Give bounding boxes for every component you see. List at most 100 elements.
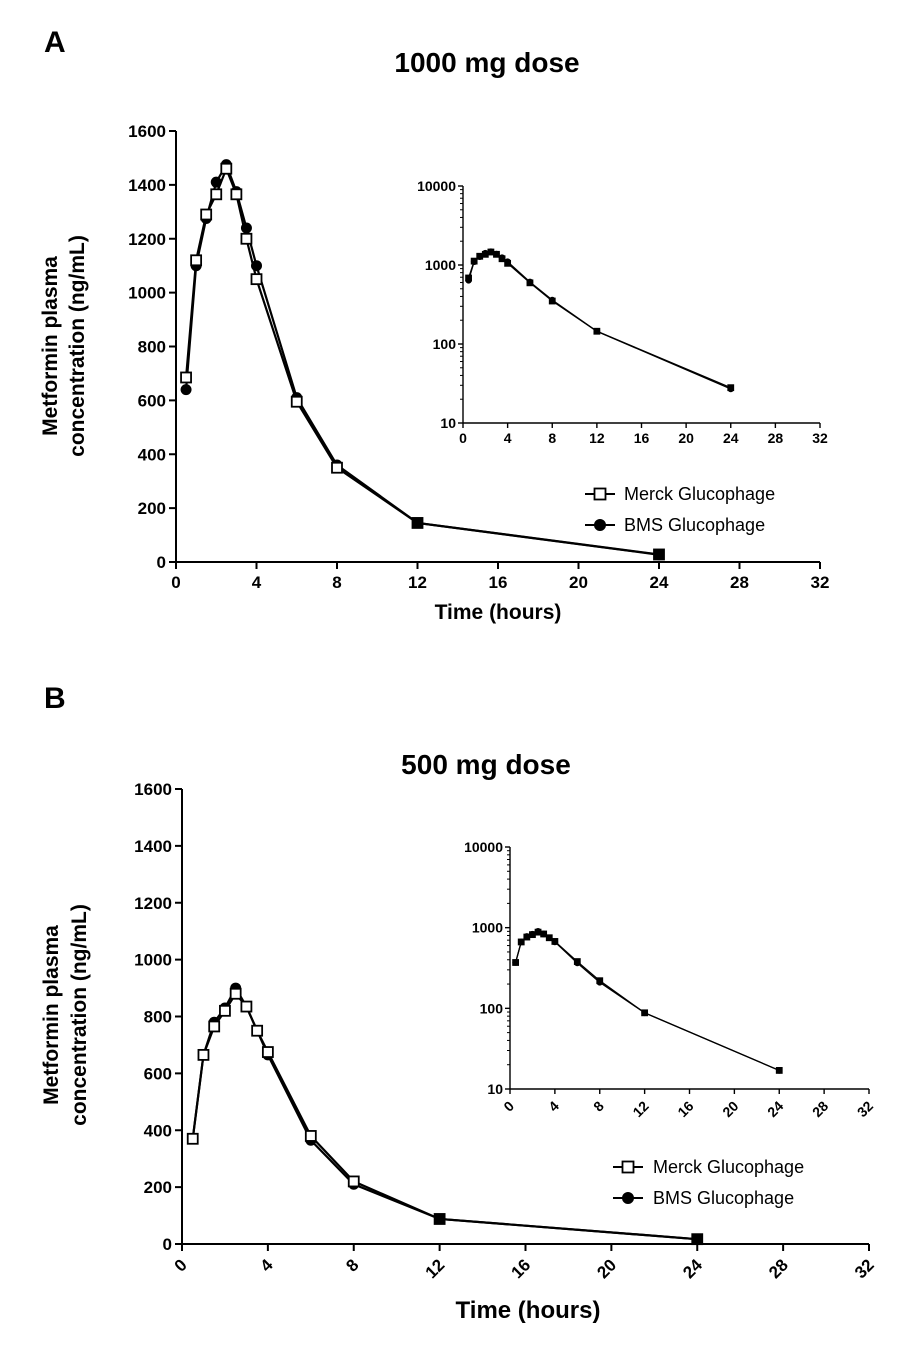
panel-a-label: A <box>44 26 66 59</box>
panel-a-merck-point <box>180 371 192 384</box>
panel-a-bms-point <box>240 222 252 234</box>
panel-a-merck-point <box>220 162 233 175</box>
panel-a-xtick-label: 12 <box>408 573 427 592</box>
panel-b-merck-point <box>229 987 242 1000</box>
panel-a-legend-merck: Merck Glucophage <box>624 484 775 504</box>
panel-a-ylabel-line1: Metformin plasma <box>39 256 62 436</box>
panel-a-inset-bms-point <box>498 254 506 261</box>
panel-b-ytick-label: 800 <box>144 1008 172 1027</box>
panel-b-inset-xtick-label: 12 <box>629 1098 651 1120</box>
panel-a-inset-xtick-label: 16 <box>634 430 650 446</box>
panel-a-merck-point <box>290 395 303 408</box>
panel-b-xtick-label: 8 <box>342 1255 362 1275</box>
panel-b-xlabel: Time (hours) <box>456 1297 601 1324</box>
panel-a-inset-bms-point <box>548 296 556 304</box>
panel-a-xtick-label: 28 <box>730 573 749 592</box>
panel-b-legend-merck: Merck Glucophage <box>653 1157 804 1177</box>
panel-a-ytick-label: 1000 <box>128 284 166 303</box>
panel-b-inset-bms-point <box>523 933 531 940</box>
panel-a-merck-point <box>210 188 223 201</box>
panel-a-bms-point <box>210 176 222 188</box>
panel-b-inset-series-line <box>514 930 780 1072</box>
panel-b-ylabel-line2: concentration (ng/mL) <box>68 904 91 1126</box>
panel-a-inset-bms-point <box>482 249 489 257</box>
panel-b-legend: Merck Glucophage BMS Glucophage <box>653 1157 804 1208</box>
panel-a-inset-xtick-label: 24 <box>723 430 739 446</box>
panel-b-inset-bms-point <box>775 1067 783 1074</box>
panel-a-legend: Merck Glucophage BMS Glucophage <box>624 484 775 535</box>
panel-b-inset-bms-point <box>596 979 604 986</box>
panel-b-inset-bms-point <box>545 934 553 942</box>
panel-a-legend-merck-marker <box>593 487 607 501</box>
panel-a-series-line-bms <box>184 162 660 556</box>
panel-a-inset-bms-point <box>465 277 472 284</box>
panel-b-merck-point <box>197 1048 210 1061</box>
panel-a-inset-bms-point <box>504 258 511 266</box>
panel-b-inset-xtick-label: 0 <box>500 1098 517 1115</box>
legend-markers <box>585 487 643 1204</box>
panel-b-merck-point <box>251 1024 264 1037</box>
panel-a-ytick-label: 200 <box>138 499 166 518</box>
panel-a-inset-xtick-label: 12 <box>589 430 605 446</box>
panel-a-bms-point <box>180 384 192 396</box>
panel-b-merck-point <box>261 1046 274 1058</box>
panel-b-merck-point <box>304 1130 317 1142</box>
panel-b-inset-series-line <box>514 931 780 1072</box>
panel-a-inset-ytick-label: 1000 <box>425 257 456 273</box>
panel-a-merck-point <box>230 188 243 201</box>
panel-a-inset-series-line <box>467 250 732 390</box>
panel-b-xtick-label: 32 <box>851 1255 878 1282</box>
panel-a-ytick-label: 1200 <box>128 230 166 249</box>
panel-a-xtick-label: 0 <box>171 573 180 592</box>
panel-b-ytick-label: 1600 <box>134 780 172 799</box>
panel-b-inset-bms-point <box>641 1009 648 1017</box>
panel-b-inset-xtick-label: 4 <box>545 1098 562 1115</box>
panel-a-merck-point <box>200 208 213 221</box>
panel-b-series-line-bms <box>191 985 698 1241</box>
panel-a-inset-bms-point <box>476 253 484 260</box>
panel-b-xtick-label: 20 <box>593 1255 620 1282</box>
panel-a-ytick-label: 800 <box>138 338 166 357</box>
panel-a-inset-bms-point <box>526 278 534 286</box>
panel-b-inset-xtick-label: 16 <box>674 1098 696 1120</box>
panel-b-merck-point <box>347 1175 360 1188</box>
panel-a-inset-ytick-label: 10000 <box>417 178 456 194</box>
panel-a-series-line-merck <box>184 165 660 556</box>
panel-b-series-line-merck <box>191 991 698 1241</box>
panel-b-inset-bms-point <box>551 938 559 946</box>
panel-a-inset-series-line <box>467 251 732 389</box>
panel-b-merck-point <box>433 1213 446 1225</box>
panel-a-inset-bms-point <box>493 250 500 258</box>
panel-b-inset-bms-point <box>574 959 581 967</box>
panel-a-xtick-label: 8 <box>332 573 341 592</box>
panel-b-inset-xtick-label: 8 <box>590 1098 607 1115</box>
panel-a-merck-point <box>411 517 424 529</box>
panel-b-inset-bms-point <box>534 928 542 935</box>
panel-b-ytick-label: 200 <box>144 1178 172 1197</box>
panel-b-ytick-label: 600 <box>144 1064 172 1083</box>
panel-a-inset-bms-point <box>593 327 601 335</box>
panel-a-xtick-label: 4 <box>252 573 262 592</box>
panel-a-ytick-label: 400 <box>138 445 166 464</box>
panel-b-ytick-label: 1400 <box>134 837 172 856</box>
panel-a-merck-point <box>190 254 203 267</box>
panel-b-ytick-label: 400 <box>144 1121 172 1140</box>
panel-b-merck-point <box>691 1233 704 1246</box>
panel-a-ytick-label: 1400 <box>128 176 166 195</box>
panel-a-merck-point <box>653 548 665 561</box>
panel-b-inset-ytick-label: 10 <box>487 1081 503 1097</box>
panel-a-legend-bms-marker <box>594 519 606 531</box>
panel-b-legend-bms-marker <box>622 1192 634 1204</box>
panel-b-inset-xtick-label: 32 <box>854 1098 876 1120</box>
panel-b-legend-bms: BMS Glucophage <box>653 1188 794 1208</box>
panel-b-inset-ytick-label: 1000 <box>472 920 503 936</box>
panel-a-inset-xtick-label: 32 <box>812 430 828 446</box>
panel-b-xtick-label: 12 <box>422 1255 449 1282</box>
panel-b-inset-bms-point <box>517 938 525 946</box>
panel-b-inset-bms-point <box>540 930 547 938</box>
panel-a-inset-bms-point <box>727 385 735 393</box>
panel-a-merck-point <box>250 273 263 286</box>
panel-a-xtick-label: 32 <box>811 573 830 592</box>
